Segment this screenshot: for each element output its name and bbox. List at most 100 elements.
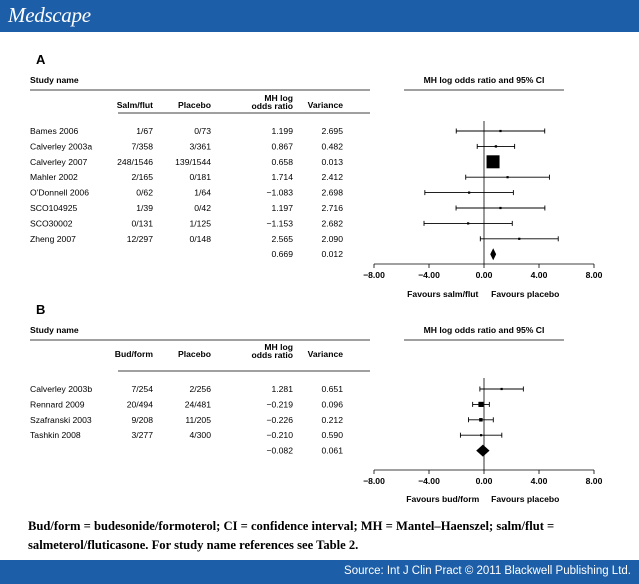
x-axis-tick-label: 8.00 — [586, 270, 603, 280]
treatment-events: 9/208 — [131, 415, 153, 425]
placebo-events: 0/73 — [194, 126, 211, 136]
study-name: SCO30002 — [30, 218, 73, 228]
variance-value: 0.651 — [321, 384, 343, 394]
x-axis-tick-label: 0.00 — [476, 476, 493, 486]
study-name-header: Study name — [30, 75, 79, 85]
x-axis-tick-label: 4.00 — [531, 476, 548, 486]
panel-label: A — [36, 52, 46, 67]
x-axis-tick-label: −4.00 — [418, 270, 440, 280]
study-name: Calverley 2003b — [30, 384, 92, 394]
col-header-lor-line2: odds ratio — [251, 101, 293, 111]
variance-value: 0.096 — [321, 399, 343, 409]
study-weight-square — [478, 401, 484, 407]
placebo-events: 1/64 — [194, 188, 211, 198]
study-weight-square — [467, 222, 470, 225]
placebo-events: 0/42 — [194, 203, 211, 213]
col-header-lor-line1: MH log — [264, 93, 293, 103]
log-odds-ratio: 1.197 — [271, 203, 293, 213]
favours-left-label: Favours bud/form — [406, 494, 479, 504]
log-odds-ratio: −0.219 — [266, 399, 293, 409]
x-axis-tick-label: −8.00 — [363, 270, 385, 280]
x-axis-tick-label: 4.00 — [531, 270, 548, 280]
placebo-events: 11/205 — [185, 415, 211, 425]
placebo-events: 2/256 — [189, 384, 211, 394]
log-odds-ratio: 0.867 — [271, 141, 293, 151]
treatment-events: 0/131 — [131, 218, 153, 228]
variance-value: 2.698 — [321, 188, 343, 198]
treatment-events: 7/358 — [131, 141, 153, 151]
variance-value: 2.716 — [321, 203, 343, 213]
variance-value: 0.482 — [321, 141, 343, 151]
x-axis-tick-label: 0.00 — [476, 270, 493, 280]
col-header-lor-line2: odds ratio — [251, 350, 293, 360]
log-odds-ratio: −0.226 — [266, 415, 293, 425]
favours-right-label: Favours placebo — [491, 494, 559, 504]
variance-value: 2.682 — [321, 218, 343, 228]
variance-value: 2.695 — [321, 126, 343, 136]
log-odds-ratio: 1.199 — [271, 126, 293, 136]
figure-caption: Bud/form = budesonide/formoterol; CI = c… — [28, 519, 555, 552]
study-name: Bames 2006 — [30, 126, 78, 136]
x-axis-tick-label: 8.00 — [586, 476, 603, 486]
treatment-events: 2/165 — [131, 172, 153, 182]
favours-left-label: Favours salm/flut — [407, 289, 478, 299]
col-header-lor-line1: MH log — [264, 342, 293, 352]
treatment-events: 7/254 — [131, 384, 153, 394]
study-name: O'Donnell 2006 — [30, 188, 89, 198]
source-credit: Source: Int J Clin Pract © 2011 Blackwel… — [344, 565, 631, 577]
col-header-variance: Variance — [308, 100, 344, 110]
study-name: Szafranski 2003 — [30, 415, 92, 425]
log-odds-ratio: −1.153 — [266, 218, 293, 228]
treatment-events: 12/297 — [127, 234, 154, 244]
plot-title: MH log odds ratio and 95% CI — [424, 325, 545, 335]
summary-variance: 0.061 — [321, 446, 343, 456]
placebo-events: 24/481 — [185, 399, 212, 409]
log-odds-ratio: 0.658 — [271, 157, 293, 167]
treatment-events: 20/494 — [127, 399, 154, 409]
col-header-treatment: Salm/flut — [117, 100, 153, 110]
study-weight-square — [486, 155, 500, 169]
panel-label: B — [36, 302, 45, 317]
summary-variance: 0.012 — [321, 249, 343, 259]
study-name: SCO104925 — [30, 203, 78, 213]
summary-log-odds-ratio: −0.082 — [266, 446, 293, 456]
col-header-placebo: Placebo — [178, 100, 211, 110]
pooled-estimate-diamond — [490, 248, 497, 261]
study-name: Zheng 2007 — [30, 234, 76, 244]
summary-log-odds-ratio: 0.669 — [271, 249, 293, 259]
medscape-header-bar: Medscape — [0, 0, 639, 32]
study-weight-square — [499, 206, 502, 210]
pooled-estimate-diamond — [476, 444, 490, 457]
study-weight-square — [468, 191, 471, 194]
placebo-events: 139/1544 — [175, 157, 211, 167]
variance-value: 0.212 — [321, 415, 343, 425]
col-header-treatment: Bud/form — [115, 349, 154, 359]
col-header-placebo: Placebo — [178, 349, 211, 359]
log-odds-ratio: −1.083 — [266, 188, 293, 198]
placebo-events: 1/125 — [189, 218, 211, 228]
log-odds-ratio: 2.565 — [271, 234, 293, 244]
treatment-events: 248/1546 — [117, 157, 153, 167]
medscape-logo: Medscape — [8, 3, 91, 27]
study-name-header: Study name — [30, 325, 79, 335]
study-name: Tashkin 2008 — [30, 430, 81, 440]
study-name: Rennard 2009 — [30, 399, 85, 409]
variance-value: 2.090 — [321, 234, 343, 244]
study-weight-square — [499, 129, 502, 133]
variance-value: 0.590 — [321, 430, 343, 440]
study-weight-square — [518, 237, 521, 240]
treatment-events: 3/277 — [131, 430, 153, 440]
placebo-events: 0/181 — [189, 172, 211, 182]
log-odds-ratio: 1.281 — [271, 384, 293, 394]
variance-value: 0.013 — [321, 157, 343, 167]
source-footer-bar: Source: Int J Clin Pract © 2011 Blackwel… — [0, 560, 639, 584]
study-weight-square — [480, 434, 483, 437]
treatment-events: 1/39 — [136, 203, 153, 213]
study-weight-square — [500, 387, 503, 391]
study-name: Calverley 2003a — [30, 141, 92, 151]
variance-value: 2.412 — [321, 172, 343, 182]
placebo-events: 0/148 — [189, 234, 211, 244]
log-odds-ratio: −0.210 — [266, 430, 293, 440]
placebo-events: 3/361 — [189, 141, 211, 151]
